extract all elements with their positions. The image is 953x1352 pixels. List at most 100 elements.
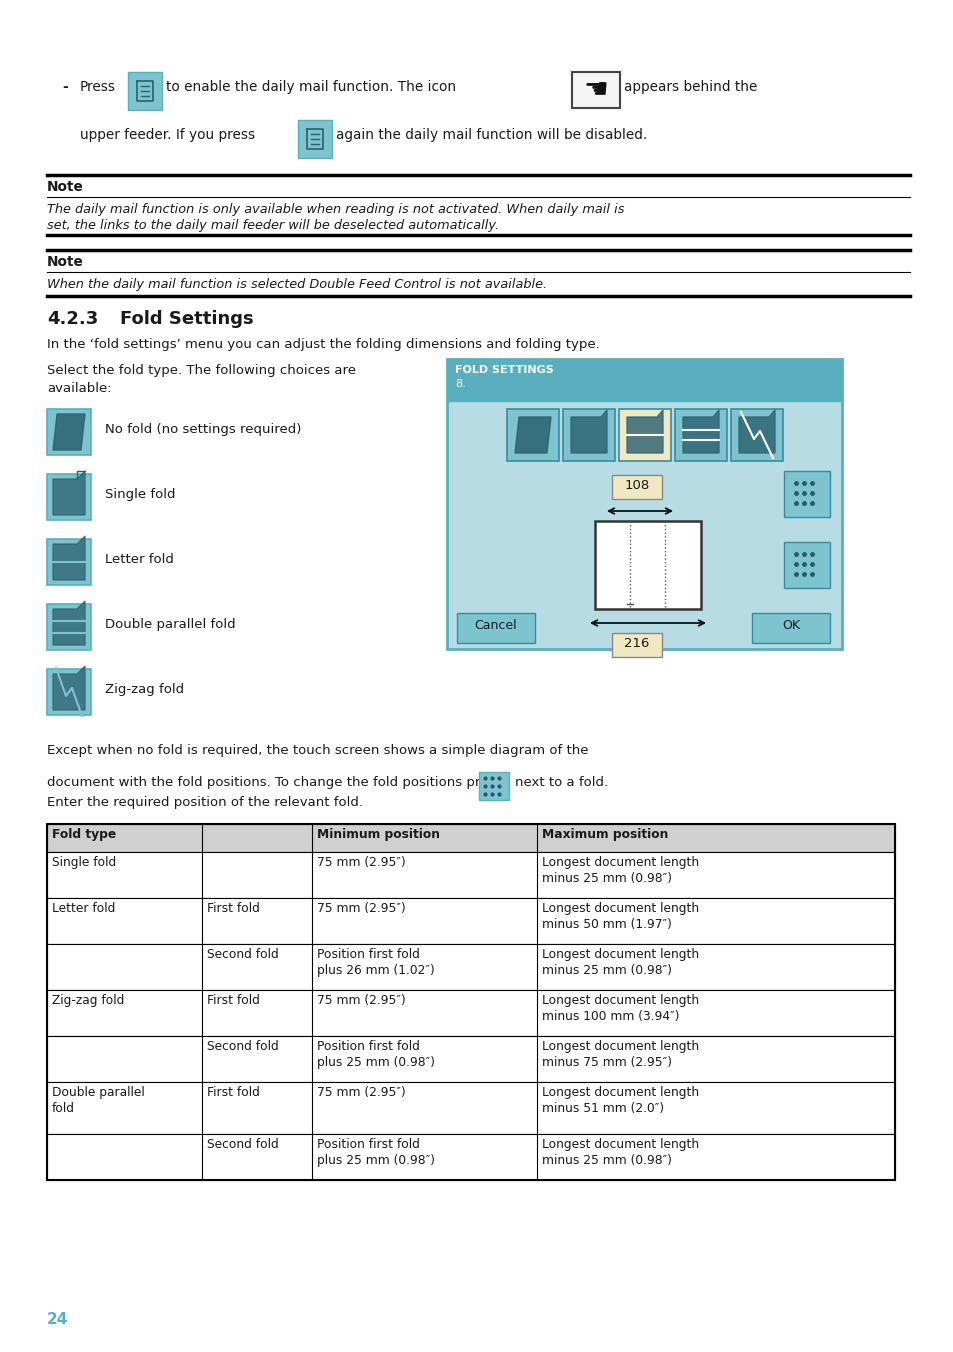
Bar bbox=[612, 475, 661, 499]
Bar bbox=[783, 470, 829, 516]
Text: Position first fold
plus 25 mm (0.98″): Position first fold plus 25 mm (0.98″) bbox=[316, 1040, 435, 1069]
Text: ☚: ☚ bbox=[583, 76, 608, 104]
Text: Single fold: Single fold bbox=[105, 488, 175, 502]
Bar bbox=[47, 852, 894, 898]
Text: available:: available: bbox=[47, 383, 112, 395]
Text: upper feeder. If you press: upper feeder. If you press bbox=[80, 128, 254, 142]
Bar bbox=[612, 633, 661, 657]
Text: Longest document length
minus 100 mm (3.94″): Longest document length minus 100 mm (3.… bbox=[541, 994, 699, 1023]
Text: Longest document length
minus 25 mm (0.98″): Longest document length minus 25 mm (0.9… bbox=[541, 1138, 699, 1167]
Text: OK: OK bbox=[781, 619, 800, 631]
Polygon shape bbox=[53, 470, 85, 515]
Bar bbox=[297, 120, 332, 158]
Text: -: - bbox=[62, 80, 68, 95]
Text: Double parallel
fold: Double parallel fold bbox=[52, 1086, 145, 1115]
Text: Letter fold: Letter fold bbox=[105, 553, 173, 566]
Bar bbox=[47, 944, 894, 990]
Text: Fold type: Fold type bbox=[52, 827, 116, 841]
Text: In the ‘fold settings’ menu you can adjust the folding dimensions and folding ty: In the ‘fold settings’ menu you can adju… bbox=[47, 338, 599, 352]
Text: 24: 24 bbox=[47, 1311, 69, 1328]
Bar bbox=[478, 772, 509, 800]
Polygon shape bbox=[53, 602, 85, 645]
Bar bbox=[572, 72, 619, 108]
Polygon shape bbox=[626, 410, 662, 453]
Bar bbox=[47, 1082, 894, 1134]
Text: Zig-zag fold: Zig-zag fold bbox=[105, 683, 184, 696]
Text: 108: 108 bbox=[623, 479, 649, 492]
Text: Fold Settings: Fold Settings bbox=[120, 310, 253, 329]
Text: Second fold: Second fold bbox=[207, 1138, 278, 1151]
Text: document with the fold positions. To change the fold positions press: document with the fold positions. To cha… bbox=[47, 776, 501, 790]
Text: again the daily mail function will be disabled.: again the daily mail function will be di… bbox=[335, 128, 646, 142]
Bar bbox=[47, 1134, 894, 1180]
Polygon shape bbox=[53, 414, 85, 450]
Polygon shape bbox=[515, 416, 551, 453]
Text: 75 mm (2.95″): 75 mm (2.95″) bbox=[316, 902, 405, 915]
Bar bbox=[751, 612, 829, 644]
Bar bbox=[595, 521, 700, 608]
Text: First fold: First fold bbox=[207, 902, 259, 915]
Text: Position first fold
plus 26 mm (1.02″): Position first fold plus 26 mm (1.02″) bbox=[316, 948, 435, 977]
Bar bbox=[47, 823, 894, 852]
Text: Note: Note bbox=[47, 180, 84, 193]
Text: When the daily mail function is selected Double Feed Control is not available.: When the daily mail function is selected… bbox=[47, 279, 547, 291]
Bar bbox=[783, 542, 829, 588]
Text: Second fold: Second fold bbox=[207, 1040, 278, 1053]
Bar bbox=[47, 1036, 894, 1082]
Text: Double parallel fold: Double parallel fold bbox=[105, 618, 235, 631]
Text: 75 mm (2.95″): 75 mm (2.95″) bbox=[316, 1086, 405, 1099]
Text: next to a fold.: next to a fold. bbox=[515, 776, 607, 790]
Bar bbox=[506, 410, 558, 461]
Text: Except when no fold is required, the touch screen shows a simple diagram of the: Except when no fold is required, the tou… bbox=[47, 744, 588, 757]
Bar bbox=[730, 410, 782, 461]
Polygon shape bbox=[571, 410, 606, 453]
Text: Note: Note bbox=[47, 256, 84, 269]
Bar bbox=[128, 72, 162, 110]
Text: 216: 216 bbox=[623, 637, 649, 650]
Bar bbox=[47, 604, 91, 650]
Text: Minimum position: Minimum position bbox=[316, 827, 439, 841]
Text: Longest document length
minus 51 mm (2.0″): Longest document length minus 51 mm (2.0… bbox=[541, 1086, 699, 1115]
Bar bbox=[447, 360, 841, 402]
Bar bbox=[456, 612, 535, 644]
Bar bbox=[562, 410, 615, 461]
Text: Longest document length
minus 25 mm (0.98″): Longest document length minus 25 mm (0.9… bbox=[541, 948, 699, 977]
Text: Second fold: Second fold bbox=[207, 948, 278, 961]
Text: First fold: First fold bbox=[207, 994, 259, 1007]
Bar bbox=[47, 898, 894, 944]
Text: Single fold: Single fold bbox=[52, 856, 116, 869]
Text: 8.: 8. bbox=[455, 379, 465, 389]
Text: Press: Press bbox=[80, 80, 116, 95]
Bar bbox=[47, 669, 91, 715]
Text: Zig-zag fold: Zig-zag fold bbox=[52, 994, 124, 1007]
Bar bbox=[47, 823, 894, 1180]
Text: Maximum position: Maximum position bbox=[541, 827, 668, 841]
Text: First fold: First fold bbox=[207, 1086, 259, 1099]
Bar bbox=[47, 475, 91, 521]
Text: Longest document length
minus 50 mm (1.97″): Longest document length minus 50 mm (1.9… bbox=[541, 902, 699, 932]
Text: Longest document length
minus 75 mm (2.95″): Longest document length minus 75 mm (2.9… bbox=[541, 1040, 699, 1069]
Polygon shape bbox=[53, 535, 85, 580]
Polygon shape bbox=[739, 410, 774, 453]
Polygon shape bbox=[53, 667, 85, 710]
Text: Longest document length
minus 25 mm (0.98″): Longest document length minus 25 mm (0.9… bbox=[541, 856, 699, 886]
Text: Cancel: Cancel bbox=[475, 619, 517, 631]
Bar bbox=[47, 410, 91, 456]
Bar bbox=[618, 410, 670, 461]
Text: set, the links to the daily mail feeder will be deselected automatically.: set, the links to the daily mail feeder … bbox=[47, 219, 498, 233]
Text: Select the fold type. The following choices are: Select the fold type. The following choi… bbox=[47, 364, 355, 377]
Text: FOLD SETTINGS: FOLD SETTINGS bbox=[455, 365, 553, 375]
Text: appears behind the: appears behind the bbox=[623, 80, 757, 95]
Text: to enable the daily mail function. The icon: to enable the daily mail function. The i… bbox=[166, 80, 456, 95]
Bar bbox=[47, 539, 91, 585]
Text: Enter the required position of the relevant fold.: Enter the required position of the relev… bbox=[47, 796, 363, 808]
Text: The daily mail function is only available when reading is not activated. When da: The daily mail function is only availabl… bbox=[47, 203, 624, 216]
Text: Letter fold: Letter fold bbox=[52, 902, 115, 915]
Text: Position first fold
plus 25 mm (0.98″): Position first fold plus 25 mm (0.98″) bbox=[316, 1138, 435, 1167]
Bar bbox=[447, 360, 841, 649]
Polygon shape bbox=[682, 410, 719, 453]
Text: 75 mm (2.95″): 75 mm (2.95″) bbox=[316, 994, 405, 1007]
Text: 4.2.3: 4.2.3 bbox=[47, 310, 98, 329]
Text: 75 mm (2.95″): 75 mm (2.95″) bbox=[316, 856, 405, 869]
Bar bbox=[675, 410, 726, 461]
